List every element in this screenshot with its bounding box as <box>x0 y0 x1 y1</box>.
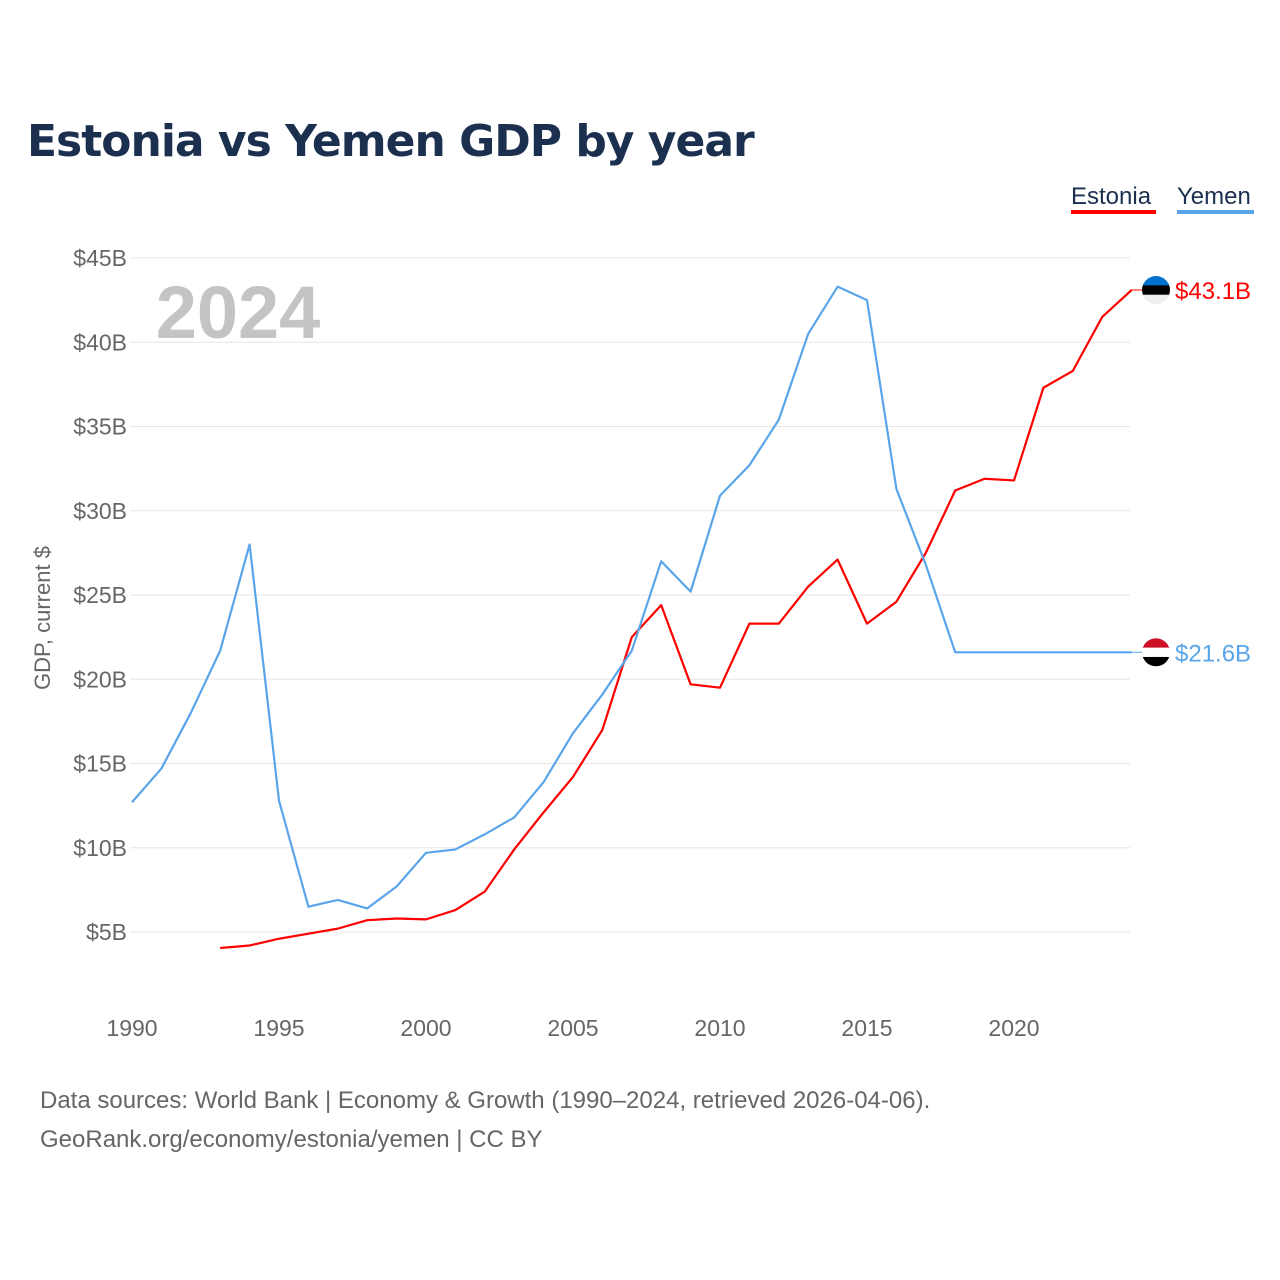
y-tick-label: $15B <box>73 751 127 777</box>
y-tick-label: $40B <box>73 329 127 355</box>
x-tick-label: 1995 <box>253 1015 304 1041</box>
end-value-label: $21.6B <box>1175 640 1251 667</box>
year-label: 2024 <box>156 271 321 354</box>
source-line-2[interactable]: GeoRank.org/economy/estonia/yemen | CC B… <box>40 1126 542 1153</box>
x-tick-label: 2015 <box>841 1015 892 1041</box>
estonia-flag-icon <box>1142 276 1170 305</box>
x-tick-label: 2020 <box>988 1015 1039 1041</box>
x-tick-label: 2005 <box>547 1015 598 1041</box>
y-tick-label: $45B <box>73 245 127 271</box>
legend-estonia[interactable]: Estonia <box>1071 183 1152 210</box>
legend-yemen[interactable]: Yemen <box>1177 183 1251 210</box>
y-tick-label: $25B <box>73 582 127 608</box>
chart-title: Estonia vs Yemen GDP by year <box>27 116 755 167</box>
legend: Estonia Yemen <box>1071 183 1254 214</box>
x-tick-label: 2010 <box>694 1015 745 1041</box>
y-tick-label: $5B <box>86 919 127 945</box>
y-axis-label: GDP, current $ <box>30 546 55 690</box>
series-line-yemen <box>131 285 1132 910</box>
y-tick-label: $35B <box>73 414 127 440</box>
series-line-estonia <box>220 289 1133 950</box>
legend-estonia-swatch <box>1071 210 1156 214</box>
y-tick-label: $20B <box>73 666 127 692</box>
y-tick-label: $10B <box>73 835 127 861</box>
x-tick-label: 2000 <box>400 1015 451 1041</box>
legend-yemen-swatch <box>1177 210 1254 214</box>
end-value-label: $43.1B <box>1175 278 1251 305</box>
x-tick-label: 1990 <box>106 1015 157 1041</box>
y-tick-label: $30B <box>73 498 127 524</box>
yemen-flag-icon <box>1142 638 1170 667</box>
source-line-1: Data sources: World Bank | Economy & Gro… <box>40 1087 930 1114</box>
